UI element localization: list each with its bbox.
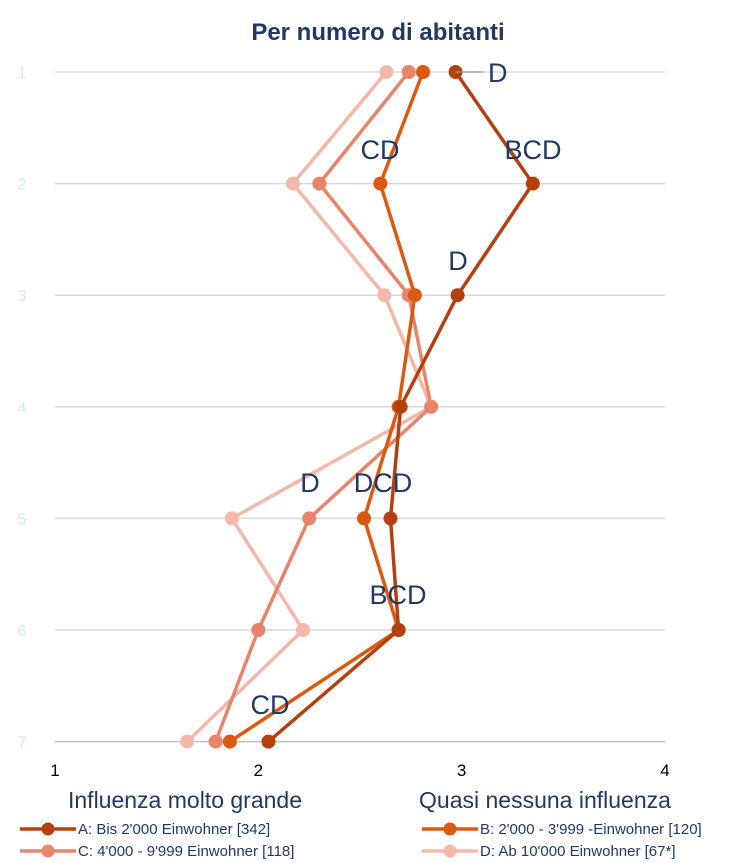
data-point (224, 511, 239, 526)
annotation-label: BCD (504, 135, 561, 165)
legend-label: D: Ab 10'000 Einwohner [67*] (480, 843, 676, 860)
data-point (312, 176, 327, 191)
y-tick-label: 5 (18, 511, 27, 528)
y-tick-label: 6 (18, 623, 27, 640)
annotation-label: BCD (369, 580, 426, 610)
annotation-label: CD (251, 690, 290, 720)
series-0 (261, 65, 540, 749)
legend-label: C: 4'000 - 9'999 Einwohner [118] (78, 843, 294, 860)
legend-swatch-marker (41, 822, 55, 836)
y-tick-label: 2 (18, 177, 27, 194)
y-tick-labels: 1 2 3 4 5 6 7 (18, 65, 27, 752)
series-2 (208, 65, 439, 749)
legend-label: B: 2'000 - 3'999 -Einwohner [120] (480, 821, 702, 838)
data-point (285, 176, 300, 191)
data-point (296, 623, 311, 637)
y-tick-label: 7 (18, 735, 27, 752)
legend-swatch-marker (443, 822, 457, 836)
legend-item: C: 4'000 - 9'999 Einwohner [118] (20, 843, 294, 860)
data-point (379, 65, 394, 79)
legend-item: D: Ab 10'000 Einwohner [67*] (422, 843, 676, 860)
x-tick-label: 4 (660, 761, 669, 780)
data-point (180, 734, 195, 749)
data-point (416, 65, 431, 79)
data-point (302, 511, 317, 526)
x-tick-label: 3 (457, 761, 466, 780)
data-point (407, 288, 422, 303)
y-tick-label: 1 (18, 65, 27, 82)
data-point (261, 734, 276, 749)
chart-title: Per numero di abitanti (251, 19, 504, 46)
data-point (393, 399, 408, 414)
y-tick-label: 4 (18, 400, 27, 417)
x-tick-label: 2 (254, 761, 263, 780)
data-point (424, 399, 439, 414)
annotation-label: DCD (354, 468, 413, 498)
data-point (391, 623, 406, 637)
data-point (377, 288, 392, 303)
annotation-label: CD (361, 135, 400, 165)
data-point (383, 511, 398, 526)
data-point (357, 511, 372, 526)
annotation-label: D (488, 58, 508, 88)
x-tick-labels: 1 2 3 4 (50, 761, 669, 780)
legend-swatch-marker (41, 844, 55, 858)
annotation-label: D (300, 468, 320, 498)
data-point (373, 176, 388, 191)
legend: A: Bis 2'000 Einwohner [342] B: 2'000 - 3… (20, 821, 702, 860)
data-point (401, 65, 416, 79)
x-axis-label-left: Influenza molto grande (68, 787, 302, 813)
data-point (450, 288, 465, 303)
x-axis-label-right: Quasi nessuna influenza (419, 787, 671, 813)
data-point (208, 734, 223, 749)
x-tick-label: 1 (50, 761, 59, 780)
legend-item: A: Bis 2'000 Einwohner [342] (20, 821, 270, 838)
annotation-label: D (448, 246, 468, 276)
data-point (525, 176, 540, 191)
legend-item: B: 2'000 - 3'999 -Einwohner [120] (422, 821, 702, 838)
legend-label: A: Bis 2'000 Einwohner [342] (78, 821, 270, 838)
data-point (251, 623, 266, 637)
legend-swatch-marker (443, 844, 457, 858)
gridlines (55, 71, 665, 743)
series-group (180, 65, 540, 749)
y-tick-label: 3 (18, 288, 27, 305)
data-point (222, 734, 237, 749)
